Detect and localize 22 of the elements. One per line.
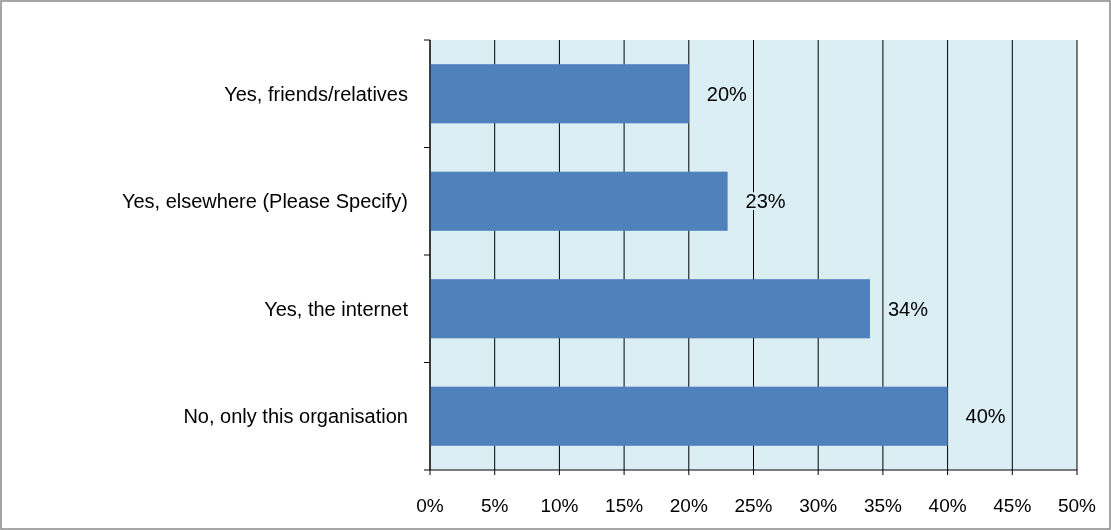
x-tick-label: 35% — [863, 495, 903, 516]
data-label: 20% — [706, 82, 748, 105]
data-label: 34% — [887, 297, 929, 320]
y-tick-label: Yes, elsewhere (Please Specify) — [121, 190, 408, 213]
x-tick-label: 15% — [605, 495, 644, 516]
x-tick-label: 25% — [734, 495, 773, 516]
x-tick-label: 40% — [928, 495, 967, 516]
x-tick-label: 0% — [416, 495, 444, 516]
x-tick-label: 50% — [1057, 495, 1097, 516]
bar — [430, 279, 870, 339]
y-tick-label: Yes, the internet — [264, 297, 409, 320]
y-tick-label: No, only this organisation — [183, 405, 408, 428]
x-tick-label: 20% — [669, 495, 708, 516]
x-tick-label: 5% — [480, 495, 509, 516]
x-tick-label: 30% — [799, 495, 838, 516]
bar — [430, 171, 728, 231]
data-label: 40% — [965, 405, 1006, 428]
x-tick-label: 10% — [540, 495, 579, 516]
x-tick-label: 45% — [993, 495, 1032, 516]
bar — [430, 386, 948, 446]
y-tick-label: Yes, friends/relatives — [224, 82, 408, 105]
bar — [430, 64, 689, 124]
